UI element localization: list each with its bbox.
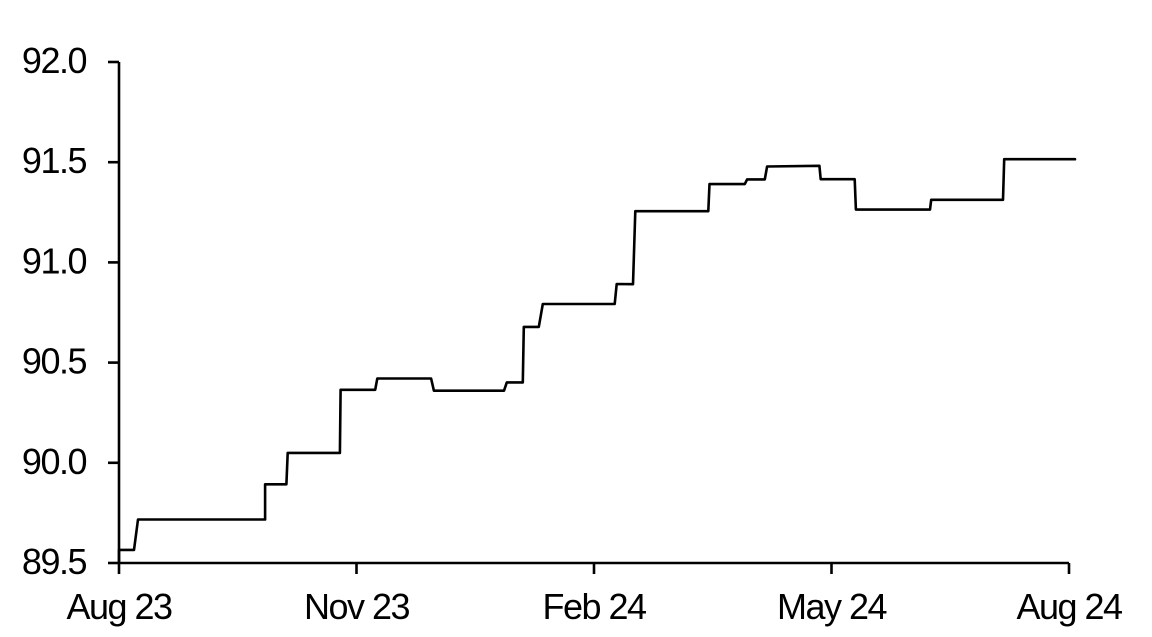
svg-text:89.5: 89.5 [22, 541, 87, 582]
svg-text:91.5: 91.5 [22, 140, 87, 181]
svg-text:Aug 23: Aug 23 [66, 586, 172, 627]
svg-text:90.0: 90.0 [22, 441, 87, 482]
svg-text:91.0: 91.0 [22, 240, 87, 281]
svg-text:Aug 24: Aug 24 [1016, 586, 1122, 627]
svg-text:92.0: 92.0 [22, 40, 87, 81]
svg-text:90.5: 90.5 [22, 341, 87, 382]
svg-text:Nov 23: Nov 23 [304, 586, 410, 627]
svg-text:Feb 24: Feb 24 [542, 586, 646, 627]
svg-text:May 24: May 24 [777, 586, 887, 627]
